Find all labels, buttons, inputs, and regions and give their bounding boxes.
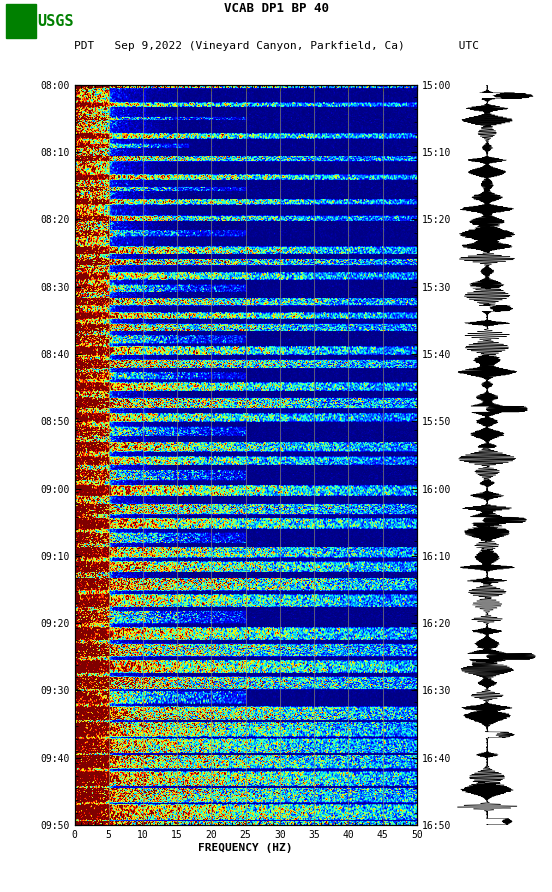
Text: USGS: USGS bbox=[38, 13, 74, 29]
Text: PDT   Sep 9,2022 (Vineyard Canyon, Parkfield, Ca)        UTC: PDT Sep 9,2022 (Vineyard Canyon, Parkfie… bbox=[73, 41, 479, 51]
Bar bbox=[6, 4, 36, 38]
Text: VCAB DP1 BP 40: VCAB DP1 BP 40 bbox=[224, 2, 328, 14]
X-axis label: FREQUENCY (HZ): FREQUENCY (HZ) bbox=[198, 843, 293, 853]
